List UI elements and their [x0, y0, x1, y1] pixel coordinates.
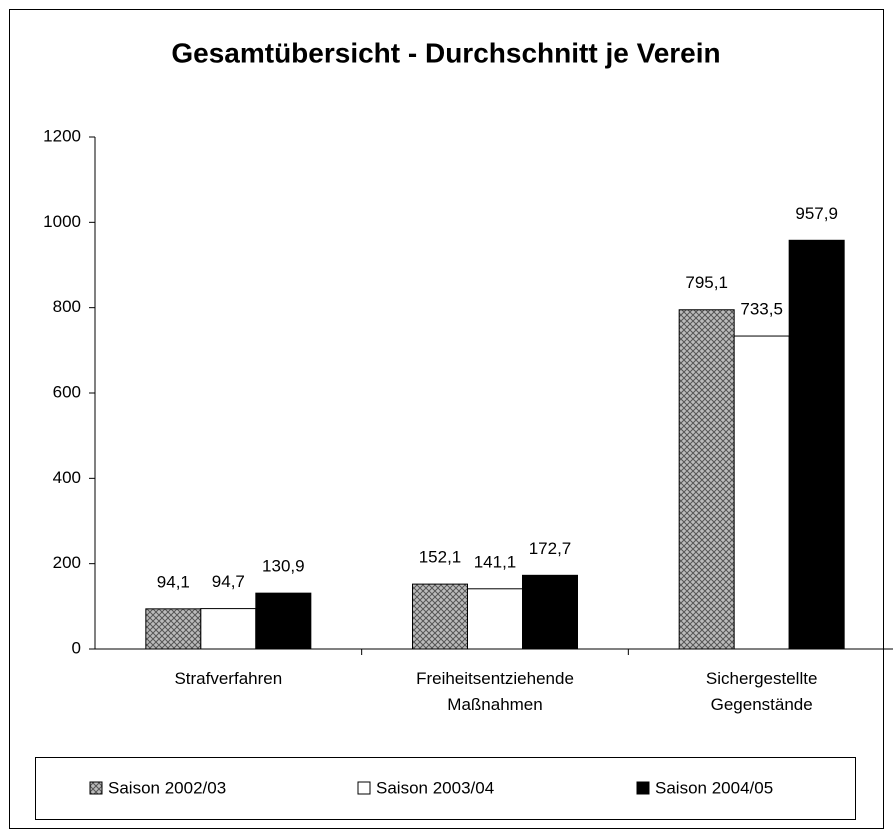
data-label: 733,5 [740, 300, 783, 319]
legend-box [35, 757, 856, 820]
data-label: 94,7 [212, 572, 245, 591]
y-tick-label: 0 [72, 638, 81, 657]
y-tick-label: 400 [53, 468, 81, 487]
chart-title: Gesamtübersicht - Durchschnitt je Verein [171, 37, 720, 68]
x-tick-label: Sichergestellte Gegenstände [705, 669, 818, 714]
legend-label: Saison 2004/05 [655, 778, 773, 797]
y-tick-label: 600 [53, 382, 81, 401]
x-tick-label: Strafverfahren [174, 669, 283, 688]
data-label: 94,1 [157, 572, 190, 591]
legend-label: Saison 2002/03 [108, 778, 226, 797]
y-tick-label: 200 [53, 553, 81, 572]
bar [788, 239, 845, 650]
legend-label: Saison 2003/04 [376, 778, 494, 797]
y-tick-label: 1200 [43, 126, 81, 145]
data-label: 957,9 [795, 204, 838, 223]
bar [733, 335, 790, 650]
x-tick-label: Freiheitsentziehende Maßnahmen [416, 669, 574, 714]
y-tick-label: 1000 [43, 212, 81, 231]
legend-swatch [357, 781, 371, 795]
y-tick-label: 800 [53, 297, 81, 316]
legend-swatch [89, 781, 103, 795]
data-label: 795,1 [685, 273, 728, 292]
data-label: 152,1 [419, 548, 462, 567]
bar [412, 583, 468, 650]
data-label: 130,9 [262, 557, 305, 576]
bar [200, 608, 257, 650]
data-label: 141,1 [474, 552, 517, 571]
bar [255, 592, 312, 650]
bar [467, 588, 523, 650]
legend-swatch [636, 781, 650, 795]
data-label: 172,7 [529, 539, 572, 558]
bar [145, 608, 202, 650]
bar [522, 574, 578, 650]
bar [678, 309, 735, 650]
